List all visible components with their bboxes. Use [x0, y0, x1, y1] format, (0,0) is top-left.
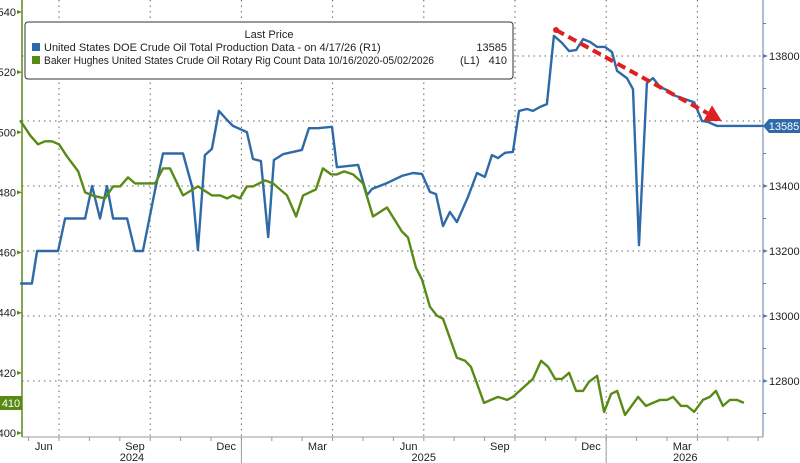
left-last-value-text: 410 [2, 398, 20, 410]
x-tick-label: Mar [308, 441, 327, 453]
right-last-value-badge [763, 119, 800, 133]
legend: Last Price United States DOE Crude Oil T… [24, 21, 514, 80]
left-tick-mark [17, 10, 22, 14]
right-tick-mark [763, 314, 768, 318]
legend-label-rigs: Baker Hughes United States Crude Oil Rot… [44, 55, 434, 67]
right-tick-label: 13200 [769, 246, 800, 258]
right-tick-mark [763, 249, 768, 253]
year-label: 2024 [120, 452, 144, 463]
year-label: 2025 [412, 452, 436, 463]
left-tick-label: 500 [0, 127, 16, 139]
legend-value-production: 13585 [476, 42, 507, 54]
left-tick-mark [17, 70, 22, 75]
left-tick-mark [17, 250, 22, 255]
legend-label-production: United States DOE Crude Oil Total Produc… [44, 42, 381, 54]
left-tick-label: 460 [0, 248, 16, 260]
left-tick-mark [17, 130, 22, 135]
left-tick-label: 440 [0, 308, 16, 320]
trend-arrow-dashed-line [555, 28, 709, 116]
x-tick-label: Mar [673, 441, 692, 453]
right-tick-mark [763, 379, 768, 383]
trend-arrow-head [703, 105, 722, 122]
right-tick-label: 13000 [769, 311, 800, 323]
left-tick-label: 540 [0, 7, 16, 19]
left-tick-mark [17, 310, 22, 315]
x-tick-label: Jun [400, 441, 418, 453]
series-lines [19, 34, 764, 417]
legend-box [24, 21, 514, 80]
legend-title: Last Price [245, 29, 294, 41]
x-tick-label: Jun [35, 441, 53, 453]
left-last-value-badge [0, 396, 22, 410]
right-tick-label: 12800 [769, 376, 800, 388]
left-tick-mark [17, 190, 22, 195]
right-tick-mark [763, 184, 768, 188]
right-tick-label: 13800 [769, 51, 800, 63]
legend-swatch-production [32, 43, 40, 51]
legend-axis-rigs: (L1) [460, 55, 480, 67]
left-tick-label: 520 [0, 67, 16, 79]
left-tick-label: 480 [0, 187, 16, 199]
x-tick-label: Sep [125, 441, 145, 453]
rig-count-line [19, 119, 745, 417]
right-tick-mark [763, 54, 768, 58]
x-tick-label: Sep [490, 441, 510, 453]
legend-swatch-rigs [32, 56, 40, 64]
left-tick-mark [17, 430, 22, 435]
last-value-badges: 410 13585 [0, 119, 800, 410]
year-label: 2026 [673, 452, 697, 463]
left-tick-label: 400 [0, 428, 16, 440]
trend-arrow-annotation [553, 27, 722, 122]
legend-value-rigs: 410 [489, 55, 507, 67]
left-tick-mark [17, 370, 22, 375]
x-tick-label: Dec [581, 441, 601, 453]
right-last-value-text: 13585 [769, 121, 800, 133]
right-tick-label: 13400 [769, 181, 800, 193]
x-tick-label: Dec [216, 441, 236, 453]
left-tick-label: 420 [0, 368, 16, 380]
